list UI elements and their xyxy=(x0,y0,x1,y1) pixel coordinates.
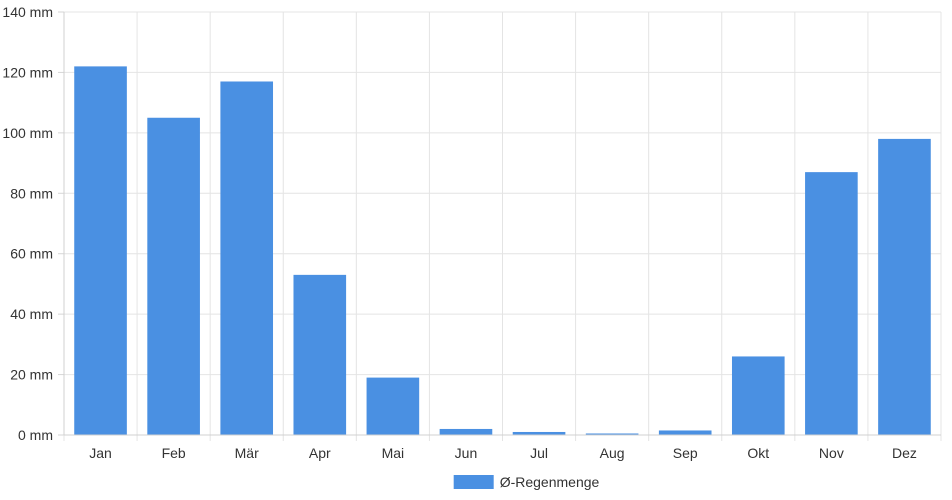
bar-Apr xyxy=(293,274,347,435)
bar-Jul xyxy=(512,431,566,435)
x-tick-label: Jul xyxy=(530,445,548,461)
legend[interactable]: Ø-Regenmenge xyxy=(453,474,600,490)
y-tick-label: 40 mm xyxy=(10,306,53,322)
bar-Okt xyxy=(731,356,785,435)
y-tick-label: 80 mm xyxy=(10,185,53,201)
bar-Nov xyxy=(805,172,858,435)
bar-Mai xyxy=(366,377,420,435)
x-tick-label: Aug xyxy=(600,445,625,461)
bar-Dez xyxy=(878,138,931,435)
bar-Sep xyxy=(658,430,712,435)
bar-Feb xyxy=(147,117,200,435)
legend-swatch xyxy=(453,475,494,489)
y-tick-label: 100 mm xyxy=(2,125,53,141)
y-axis: 0 mm 20 mm 40 mm 60 mm 80 mm 100 mm 120 mm 140 … xyxy=(2,4,65,443)
y-tick-label: 20 mm xyxy=(10,367,53,383)
x-tick-label: Feb xyxy=(162,445,186,461)
x-tick-label: Apr xyxy=(309,445,331,461)
bar-Jun xyxy=(439,428,493,435)
bar-series xyxy=(74,66,931,435)
x-tick-label: Mär xyxy=(235,445,259,461)
y-tick-label: 60 mm xyxy=(10,246,53,262)
x-tick-label: Mai xyxy=(382,445,405,461)
bar-Mär xyxy=(220,81,274,435)
y-tick-label: 140 mm xyxy=(2,4,53,20)
y-tick-label: 0 mm xyxy=(18,427,53,443)
bar-Jan xyxy=(74,66,127,435)
legend-label: Ø-Regenmenge xyxy=(500,474,600,490)
x-tick-label: Sep xyxy=(673,445,698,461)
x-tick-label: Okt xyxy=(747,445,769,461)
bar-Aug xyxy=(585,433,639,435)
chart-grid xyxy=(63,11,942,441)
x-tick-label: Jan xyxy=(89,445,112,461)
x-tick-label: Nov xyxy=(819,445,844,461)
x-axis: Jan Feb Mär Apr Mai Jun Jul Aug Sep Okt Nov Dez xyxy=(64,434,941,461)
x-tick-label: Dez xyxy=(892,445,917,461)
x-tick-label: Jun xyxy=(455,445,478,461)
y-tick-label: 120 mm xyxy=(2,64,53,80)
